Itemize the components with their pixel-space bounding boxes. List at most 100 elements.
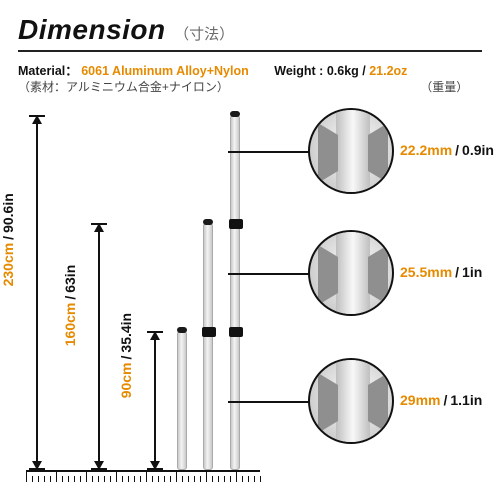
ruler-tick: [128, 476, 129, 482]
vdim-160: 160cm/63in: [84, 223, 112, 470]
header: Dimension （寸法）: [18, 14, 234, 46]
vdim-bar: [98, 223, 100, 470]
caliper-in: 1.1in: [450, 392, 482, 408]
base-line: [26, 470, 260, 472]
ruler-tick: [80, 476, 81, 482]
caliper-jaw-icon: [368, 123, 388, 183]
ruler-tick: [86, 472, 87, 482]
caliper-jaw-icon: [368, 373, 388, 433]
ruler-tick: [236, 472, 237, 482]
ruler-tick: [176, 472, 177, 482]
weight-metric: 0.6kg: [327, 64, 359, 78]
ruler-tick: [164, 476, 165, 482]
vdim-end: [91, 223, 107, 225]
ruler-tick: [68, 476, 69, 482]
ruler-tick: [158, 476, 159, 482]
caliper-callout: 25.5mm/1in: [300, 230, 490, 320]
ruler-tick: [62, 476, 63, 482]
ruler-tick: [200, 476, 201, 482]
ruler-tick: [92, 476, 93, 482]
vdim-cm: 90cm: [118, 362, 134, 398]
diagram-stage: 230cm/90.6in 160cm/63in 90cm/35.4in: [0, 100, 500, 490]
ruler-tick: [98, 476, 99, 482]
page-title: Dimension: [18, 14, 166, 45]
ruler-tick: [104, 476, 105, 482]
ruler-tick: [44, 476, 45, 482]
weight-sub-jp: （重量）: [420, 78, 468, 95]
leader-line: [228, 151, 310, 153]
header-rule: [18, 50, 482, 52]
pole-tube-icon: [336, 360, 370, 444]
caliper-jaw-icon: [318, 123, 338, 183]
material-sub-jp-text: （素材：アルミニウム合金+ナイロン）: [18, 80, 229, 94]
leader-line: [228, 273, 310, 275]
vdim-cm: 160cm: [62, 302, 78, 346]
caliper-callout: 29mm/1.1in: [300, 358, 490, 448]
pole-joint: [229, 219, 243, 229]
vdim-230: 230cm/90.6in: [22, 115, 50, 470]
vdim-bar: [36, 115, 38, 470]
caliper-label: 25.5mm/1in: [400, 264, 482, 280]
vdim-label: 90cm/35.4in: [118, 312, 134, 397]
pole-tube-icon: [336, 110, 370, 194]
ruler-tick: [56, 472, 57, 482]
ruler-tick: [230, 476, 231, 482]
ruler-tick: [242, 476, 243, 482]
weight-imperial: 21.2oz: [369, 64, 407, 78]
ruler-tick: [110, 476, 111, 482]
material-sub-jp: （素材：アルミニウム合金+ナイロン） （重量）: [18, 78, 468, 95]
caliper-jaw-icon: [318, 245, 338, 305]
vdim-in: 35.4in: [118, 312, 134, 352]
ruler-tick: [50, 476, 51, 482]
material-value: 6061 Aluminum Alloy+Nylon: [81, 64, 249, 78]
caliper-label: 22.2mm/0.9in: [400, 142, 494, 158]
ruler-tick: [248, 476, 249, 482]
vdim-cm: 230cm: [0, 242, 16, 286]
caliper-circle: [308, 358, 394, 444]
vdim-in: 63in: [62, 264, 78, 292]
vdim-end: [147, 331, 163, 333]
ruler-tick: [212, 476, 213, 482]
pole-tube-icon: [336, 232, 370, 316]
ruler-tick: [146, 472, 147, 482]
leader-line: [228, 401, 310, 403]
ruler-tick: [206, 472, 207, 482]
ruler-tick: [140, 476, 141, 482]
page-title-jp: （寸法）: [174, 26, 234, 43]
ruler-tick: [152, 476, 153, 482]
ruler-tick: [32, 476, 33, 482]
ruler-tick: [170, 476, 171, 482]
vdim-90: 90cm/35.4in: [140, 331, 168, 470]
pole-joint: [229, 327, 243, 337]
ruler-tick: [26, 472, 27, 482]
vdim-label: 160cm/63in: [62, 264, 78, 346]
pole-joint: [202, 327, 216, 337]
caliper-in: 1in: [462, 264, 482, 280]
weight-label: Weight :: [274, 64, 323, 78]
material-label: Material：: [18, 64, 78, 78]
vdim-label: 230cm/90.6in: [0, 193, 16, 286]
pole-short: [177, 331, 187, 470]
vdim-bar: [154, 331, 156, 470]
caliper-mm: 25.5mm: [400, 264, 452, 280]
ruler-tick: [182, 476, 183, 482]
caliper-in: 0.9in: [462, 142, 494, 158]
caliper-circle: [308, 108, 394, 194]
ruler-tick: [218, 476, 219, 482]
ruler-tick: [224, 476, 225, 482]
ruler-tick: [74, 476, 75, 482]
material-line: Material： 6061 Aluminum Alloy+Nylon Weig…: [18, 60, 407, 79]
vdim-in: 90.6in: [0, 193, 16, 233]
caliper-jaw-icon: [318, 373, 338, 433]
ruler-tick: [122, 476, 123, 482]
caliper-callout: 22.2mm/0.9in: [300, 108, 490, 198]
ruler-tick: [260, 476, 261, 482]
ruler-tick: [194, 476, 195, 482]
vdim-end: [29, 115, 45, 117]
caliper-mm: 22.2mm: [400, 142, 452, 158]
caliper-label: 29mm/1.1in: [400, 392, 482, 408]
ruler-tick: [116, 472, 117, 482]
ruler-tick: [38, 476, 39, 482]
pole-medium: [203, 223, 213, 470]
caliper-mm: 29mm: [400, 392, 440, 408]
